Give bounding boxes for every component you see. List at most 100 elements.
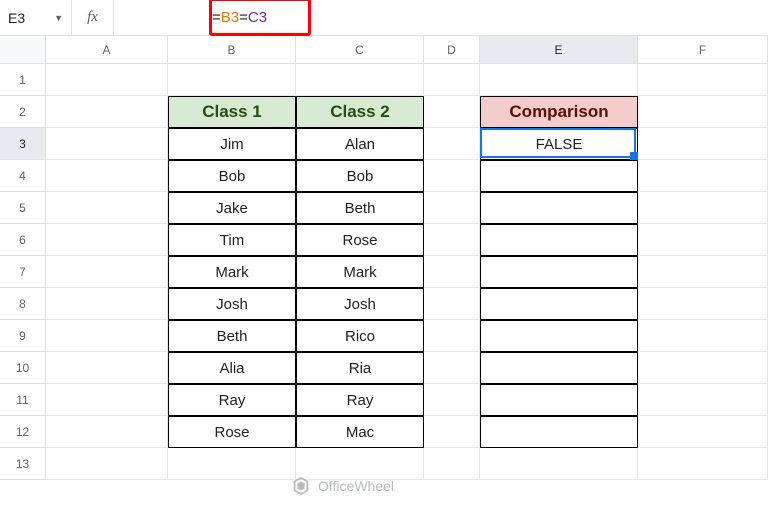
cell-F5[interactable] <box>638 192 768 224</box>
cell-A3[interactable] <box>46 128 168 160</box>
cell-E4[interactable] <box>480 160 638 192</box>
cell-F4[interactable] <box>638 160 768 192</box>
cell-B7[interactable]: Mark <box>168 256 296 288</box>
cell-B13[interactable] <box>168 448 296 480</box>
cell-E10[interactable] <box>480 352 638 384</box>
row-header-9[interactable]: 9 <box>0 320 46 352</box>
row-header-1[interactable]: 1 <box>0 64 46 96</box>
cell-E1[interactable] <box>480 64 638 96</box>
cell-A9[interactable] <box>46 320 168 352</box>
cell-A13[interactable] <box>46 448 168 480</box>
row-header-4[interactable]: 4 <box>0 160 46 192</box>
cell-F2[interactable] <box>638 96 768 128</box>
cell-B3[interactable]: Jim <box>168 128 296 160</box>
cell-B5[interactable]: Jake <box>168 192 296 224</box>
cell-F9[interactable] <box>638 320 768 352</box>
cell-A12[interactable] <box>46 416 168 448</box>
row-header-10[interactable]: 10 <box>0 352 46 384</box>
cell-C9[interactable]: Rico <box>296 320 424 352</box>
cell-D9[interactable] <box>424 320 480 352</box>
cell-C7[interactable]: Mark <box>296 256 424 288</box>
cell-F8[interactable] <box>638 288 768 320</box>
cell-C12[interactable]: Mac <box>296 416 424 448</box>
cell-F12[interactable] <box>638 416 768 448</box>
name-box-dropdown-icon[interactable]: ▼ <box>54 13 63 23</box>
cell-B10[interactable]: Alia <box>168 352 296 384</box>
name-box[interactable]: E3 ▼ <box>0 0 72 35</box>
column-header-C[interactable]: C <box>296 36 424 63</box>
cell-F13[interactable] <box>638 448 768 480</box>
cell-E11[interactable] <box>480 384 638 416</box>
cell-C10[interactable]: Ria <box>296 352 424 384</box>
cell-A11[interactable] <box>46 384 168 416</box>
cell-C3[interactable]: Alan <box>296 128 424 160</box>
cell-E12[interactable] <box>480 416 638 448</box>
cell-C5[interactable]: Beth <box>296 192 424 224</box>
column-header-B[interactable]: B <box>168 36 296 63</box>
cell-B12[interactable]: Rose <box>168 416 296 448</box>
row-header-13[interactable]: 13 <box>0 448 46 480</box>
cell-B2[interactable]: Class 1 <box>168 96 296 128</box>
select-all-corner[interactable] <box>0 36 46 63</box>
cell-E9[interactable] <box>480 320 638 352</box>
cell-D1[interactable] <box>424 64 480 96</box>
cell-E13[interactable] <box>480 448 638 480</box>
cells-area[interactable]: Class 1Class 2ComparisonJimAlanFALSEBobB… <box>46 64 768 480</box>
cell-E3[interactable]: FALSE <box>480 128 638 160</box>
row-header-8[interactable]: 8 <box>0 288 46 320</box>
cell-E6[interactable] <box>480 224 638 256</box>
cell-B4[interactable]: Bob <box>168 160 296 192</box>
row-header-11[interactable]: 11 <box>0 384 46 416</box>
row-header-6[interactable]: 6 <box>0 224 46 256</box>
cell-E7[interactable] <box>480 256 638 288</box>
cell-D6[interactable] <box>424 224 480 256</box>
cell-C6[interactable]: Rose <box>296 224 424 256</box>
cell-F1[interactable] <box>638 64 768 96</box>
cell-A4[interactable] <box>46 160 168 192</box>
cell-A6[interactable] <box>46 224 168 256</box>
column-header-F[interactable]: F <box>638 36 768 63</box>
cell-B1[interactable] <box>168 64 296 96</box>
cell-D11[interactable] <box>424 384 480 416</box>
cell-C8[interactable]: Josh <box>296 288 424 320</box>
cell-D4[interactable] <box>424 160 480 192</box>
cell-D8[interactable] <box>424 288 480 320</box>
formula-input[interactable]: =B3=C3 <box>114 0 768 35</box>
cell-F10[interactable] <box>638 352 768 384</box>
cell-C11[interactable]: Ray <box>296 384 424 416</box>
cell-C4[interactable]: Bob <box>296 160 424 192</box>
cell-F7[interactable] <box>638 256 768 288</box>
cell-F6[interactable] <box>638 224 768 256</box>
row-header-5[interactable]: 5 <box>0 192 46 224</box>
cell-D5[interactable] <box>424 192 480 224</box>
cell-D7[interactable] <box>424 256 480 288</box>
cell-F11[interactable] <box>638 384 768 416</box>
cell-A5[interactable] <box>46 192 168 224</box>
cell-A10[interactable] <box>46 352 168 384</box>
cell-E5[interactable] <box>480 192 638 224</box>
cell-D13[interactable] <box>424 448 480 480</box>
row-header-2[interactable]: 2 <box>0 96 46 128</box>
cell-B6[interactable]: Tim <box>168 224 296 256</box>
cell-B9[interactable]: Beth <box>168 320 296 352</box>
cell-A2[interactable] <box>46 96 168 128</box>
cell-D10[interactable] <box>424 352 480 384</box>
cell-E8[interactable] <box>480 288 638 320</box>
cell-A1[interactable] <box>46 64 168 96</box>
cell-E2[interactable]: Comparison <box>480 96 638 128</box>
cell-B11[interactable]: Ray <box>168 384 296 416</box>
cell-C2[interactable]: Class 2 <box>296 96 424 128</box>
row-header-7[interactable]: 7 <box>0 256 46 288</box>
cell-A8[interactable] <box>46 288 168 320</box>
column-header-A[interactable]: A <box>46 36 168 63</box>
row-header-3[interactable]: 3 <box>0 128 46 160</box>
row-header-12[interactable]: 12 <box>0 416 46 448</box>
cell-D12[interactable] <box>424 416 480 448</box>
cell-C1[interactable] <box>296 64 424 96</box>
cell-F3[interactable] <box>638 128 768 160</box>
cell-D3[interactable] <box>424 128 480 160</box>
column-header-D[interactable]: D <box>424 36 480 63</box>
cell-D2[interactable] <box>424 96 480 128</box>
cell-B8[interactable]: Josh <box>168 288 296 320</box>
cell-A7[interactable] <box>46 256 168 288</box>
